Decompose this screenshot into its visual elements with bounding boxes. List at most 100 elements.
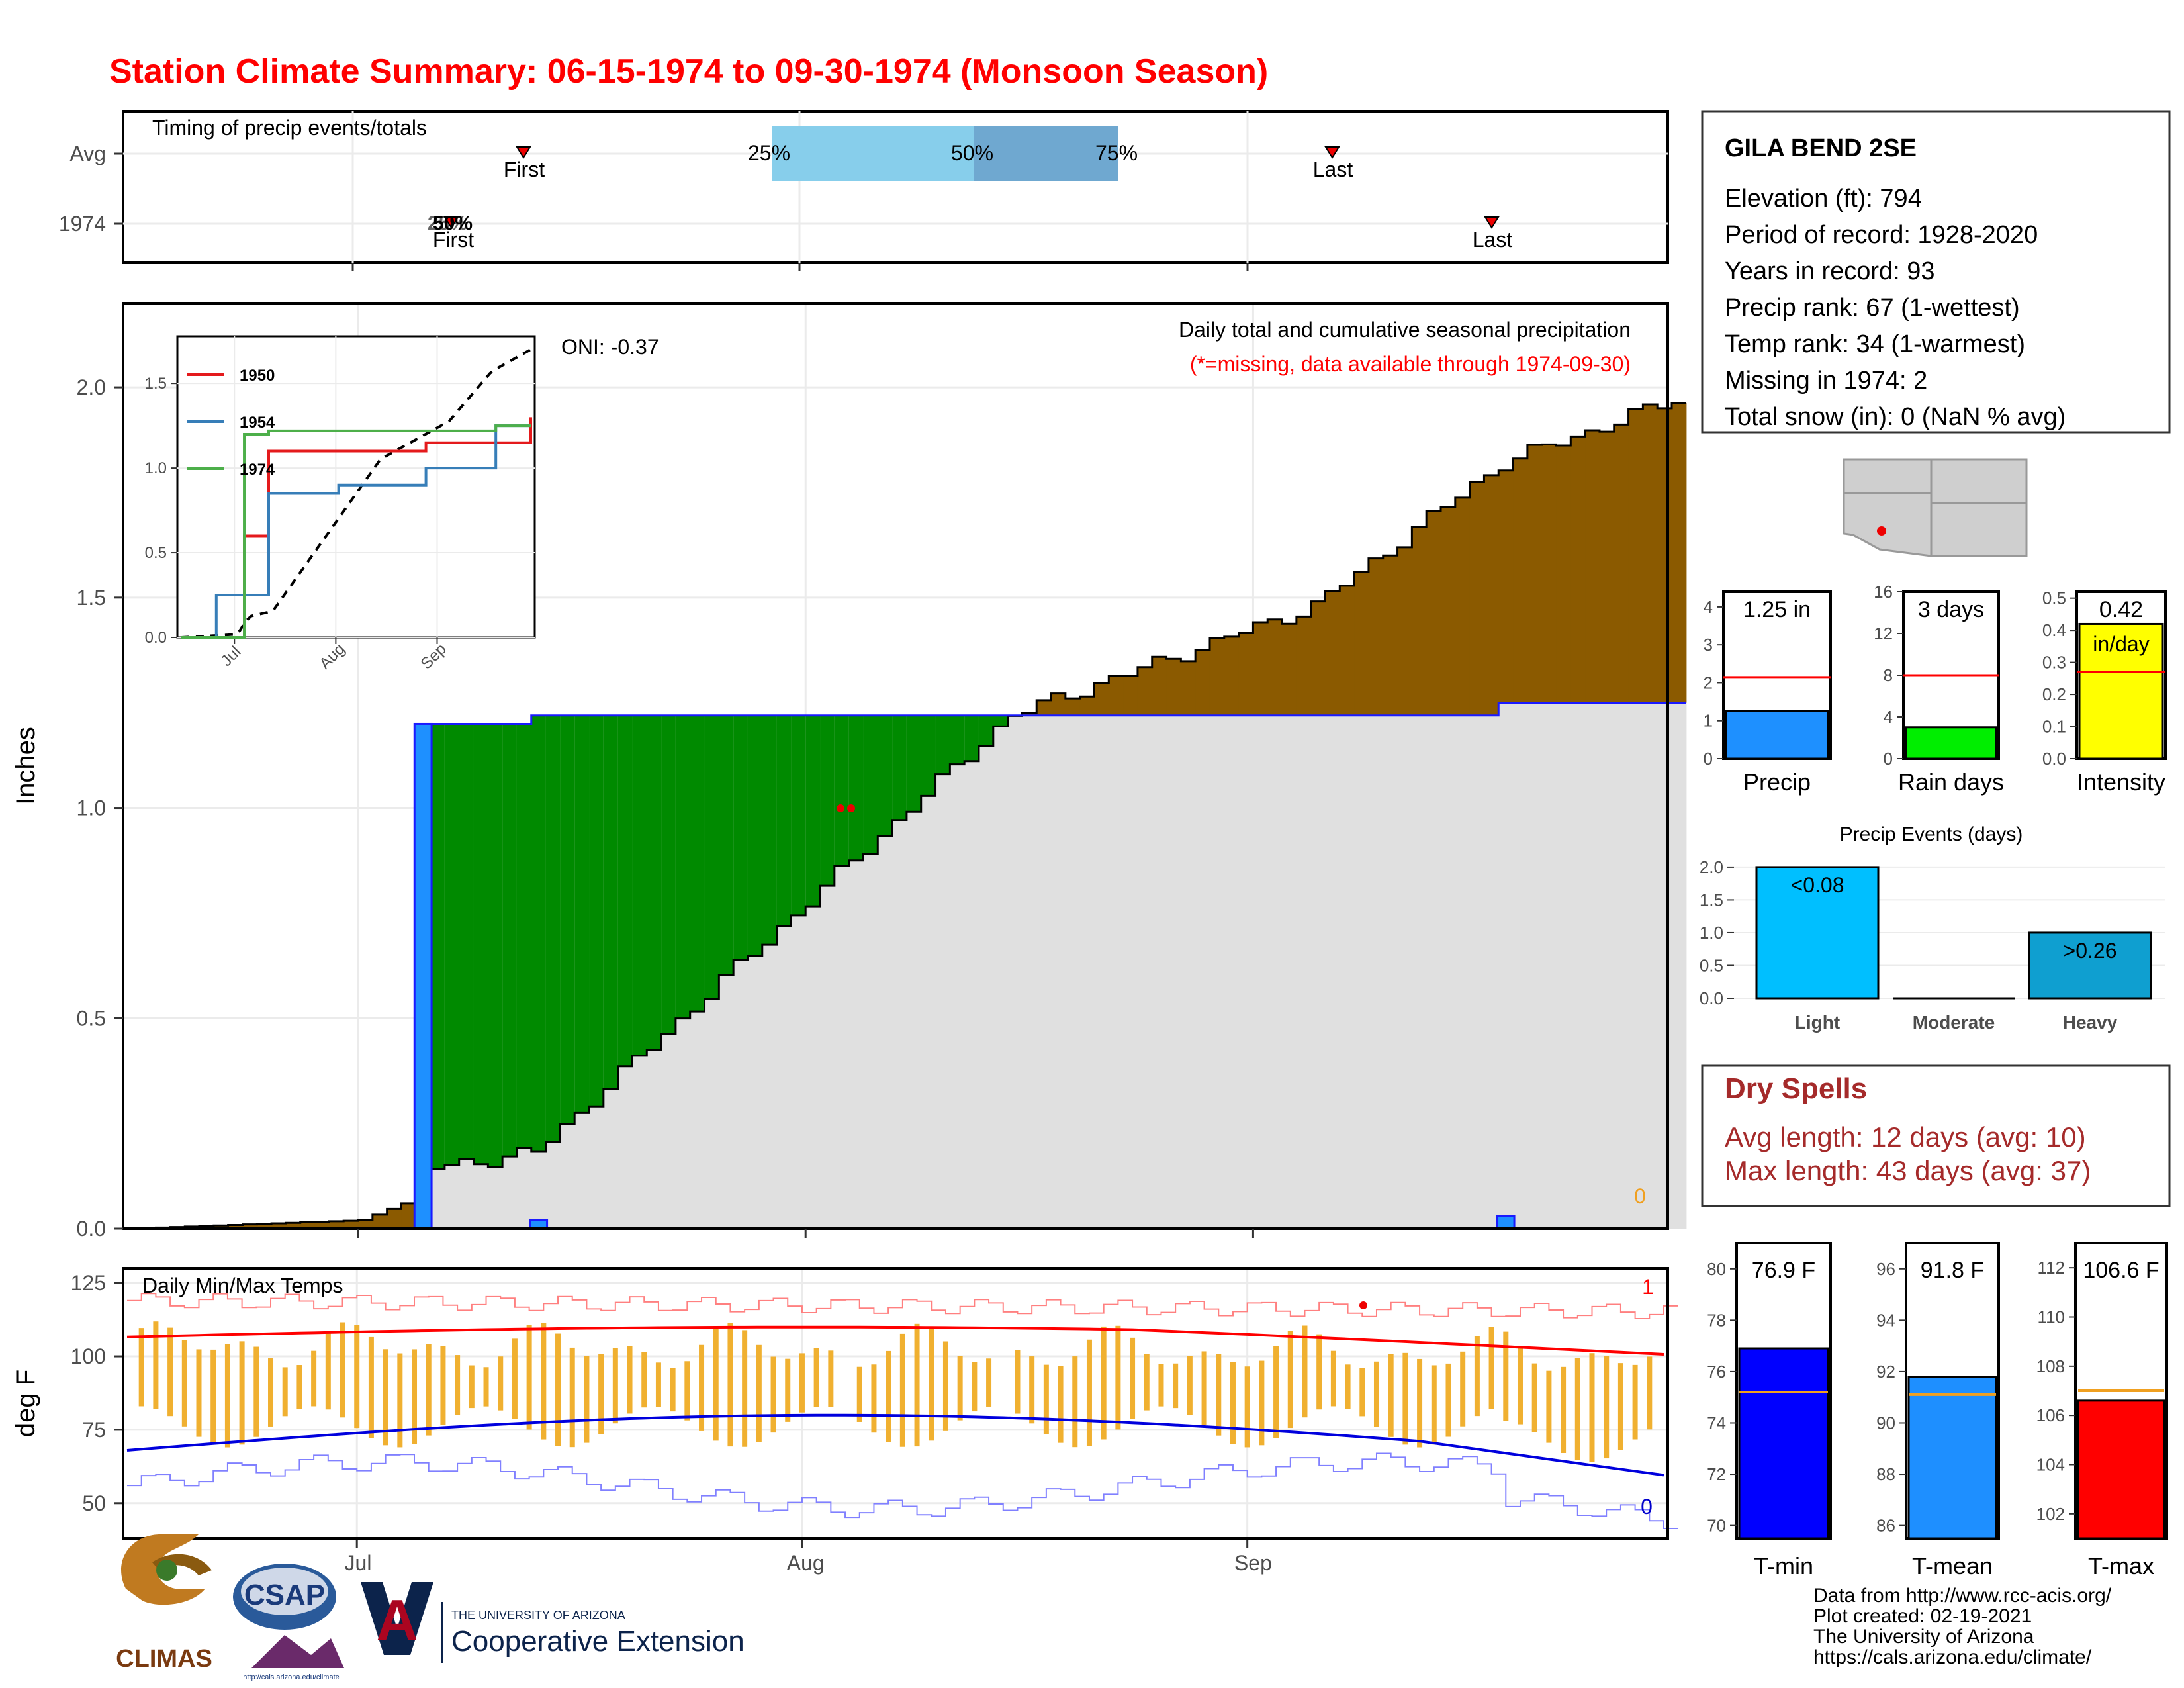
temp-bar-tick-label: 76 <box>1707 1362 1726 1382</box>
surplus-bar <box>878 715 893 836</box>
deficit-bar <box>1383 555 1398 716</box>
record-high-marker <box>1359 1301 1367 1309</box>
timing-50-75-bar <box>974 126 1118 181</box>
deficit-bar <box>1036 700 1052 716</box>
mini-bar-intensity: 0.0 0.1 0.2 0.3 0.4 0.5 0.42 in/day Intensity <box>2042 588 2167 796</box>
surplus-bar <box>617 715 633 1066</box>
observed-cumulative-bar <box>1238 715 1254 1229</box>
surplus-bar <box>805 715 821 907</box>
temp-label: Daily Min/Max Temps <box>142 1274 343 1297</box>
daily-temp-bar <box>325 1333 331 1410</box>
deficit-bar <box>1137 667 1153 716</box>
deficit-bar <box>1195 649 1210 716</box>
y1974-first-marker <box>443 216 459 229</box>
temp-bar-tick-label: 104 <box>2036 1455 2065 1475</box>
mini-bar-value-intensity <box>2078 622 2164 760</box>
mini-bar-tick-label: 0.3 <box>2042 653 2066 673</box>
mini-bar-value-text: 1.25 in <box>1743 597 1811 622</box>
deficit-bar <box>1079 696 1095 716</box>
daily-temp-bar <box>569 1347 575 1448</box>
daily-temp-bar <box>785 1358 791 1422</box>
surplus-bar <box>647 715 662 1051</box>
daily-temp-bar <box>1043 1364 1049 1434</box>
daily-temp-bar <box>455 1355 461 1415</box>
events-tick-label: 1.0 <box>1700 923 1723 943</box>
inset-legend-label: 1950 <box>240 367 275 385</box>
daily-temp-bar <box>670 1368 676 1412</box>
daily-temp-bar <box>713 1329 719 1441</box>
observed-cumulative-bar <box>1152 715 1167 1229</box>
surplus-bar <box>661 715 676 1035</box>
locator-map <box>1843 458 2029 557</box>
temp-ytick-label: 125 <box>71 1271 106 1295</box>
events-tick-label: 2.0 <box>1700 857 1723 877</box>
daily-temp-bar <box>412 1349 418 1444</box>
events-bar <box>1755 866 1880 1000</box>
observed-cumulative-bar <box>1354 715 1369 1229</box>
ua-logo-small: THE UNIVERSITY OF ARIZONA <box>451 1609 625 1622</box>
observed-cumulative-bar <box>1310 715 1326 1229</box>
ua-logo-big: Cooperative Extension <box>451 1625 745 1658</box>
deficit-bar <box>1397 547 1412 716</box>
temp-ytick-label: 75 <box>82 1418 106 1442</box>
daily-temp-bar <box>684 1361 690 1421</box>
daily-temp-bar <box>1445 1363 1451 1437</box>
mini-bar-tick-label: 2 <box>1704 673 1713 692</box>
daily-temp-bar <box>1302 1325 1308 1418</box>
daily-temp-bar <box>1517 1347 1523 1425</box>
daily-temp-bar <box>770 1356 776 1433</box>
temp-bar-tick-label: 80 <box>1707 1259 1726 1279</box>
deficit-bar <box>314 1221 330 1229</box>
daily-temp-bar <box>1417 1358 1423 1448</box>
daily-temp-bar <box>1130 1337 1136 1419</box>
dry-spells-avg: Avg length: 12 days (avg: 10) <box>1725 1121 2086 1152</box>
pct-50-label: 50% <box>951 141 993 165</box>
observed-cumulative-bar <box>1036 715 1052 1229</box>
temp-ylabel: deg F <box>11 1370 40 1437</box>
observed-cumulative-bar <box>1527 702 1543 1229</box>
temp-bar-tick-label: 102 <box>2036 1504 2065 1524</box>
temp-bar-tick-label: 70 <box>1707 1516 1726 1536</box>
main-precip-panel: 0.0 0.5 1.0 1.5 2.0 Jul Aug Sep Daily total and… <box>11 302 1687 1575</box>
surplus-bar <box>747 715 763 957</box>
station-missing: Missing in 1974: 2 <box>1725 367 1927 395</box>
deficit-bar <box>329 1221 344 1229</box>
daily-temp-bar <box>1647 1356 1653 1430</box>
daily-temp-bar <box>598 1354 604 1434</box>
avg-first-marker <box>516 146 531 159</box>
temp-bar-label: T-max <box>2088 1552 2154 1579</box>
daily-temp-bar <box>1574 1358 1580 1460</box>
main-ylabel: Inches <box>11 727 40 805</box>
observed-cumulative-bar <box>1455 715 1471 1229</box>
temp-bar-value-text: 76.9 F <box>1752 1258 1815 1283</box>
mini-bar-tick-label: 0.5 <box>2042 588 2066 608</box>
surplus-bar <box>964 715 979 761</box>
main-ytick-label: 0.5 <box>77 1006 106 1030</box>
surplus-bar <box>516 724 532 1149</box>
daily-temp-bar <box>469 1365 475 1409</box>
daily-temp-bar <box>1431 1365 1437 1445</box>
mini-bar-tick-label: 8 <box>1884 665 1893 685</box>
daily-temp-bar <box>1589 1353 1595 1462</box>
station-elevation: Elevation (ft): 794 <box>1725 185 1922 212</box>
daily-temp-bar <box>813 1348 819 1407</box>
daily-temp-bar <box>1158 1364 1164 1407</box>
daily-temp-bar <box>1460 1351 1466 1427</box>
temp-bar-tick-label: 108 <box>2036 1356 2065 1376</box>
observed-cumulative-bar <box>1224 715 1240 1229</box>
observed-cumulative-bar <box>1282 715 1297 1229</box>
daily-temp-bar <box>1072 1356 1078 1448</box>
observed-cumulative-bar <box>1007 715 1023 1229</box>
daily-temp-bar <box>627 1346 633 1414</box>
surplus-bar <box>545 715 561 1142</box>
footer-line4: https://cals.arizona.edu/climate/ <box>1813 1646 2092 1668</box>
footer-credits: Data from http://www.rcc-acis.org/ Plot … <box>1813 1585 2112 1668</box>
main-zero-count: 0 <box>1634 1184 1646 1208</box>
mini-bar-tick-label: 0 <box>1704 749 1713 769</box>
daily-temp-bar <box>541 1323 547 1440</box>
station-info-box: GILA BEND 2SE Elevation (ft): 794 Period… <box>1701 110 2171 434</box>
daily-temp-bar <box>1503 1331 1509 1421</box>
observed-cumulative-bar <box>1296 715 1312 1229</box>
mini-bar-tick-label: 1 <box>1704 711 1713 731</box>
daily-temp-bar <box>1345 1364 1351 1409</box>
